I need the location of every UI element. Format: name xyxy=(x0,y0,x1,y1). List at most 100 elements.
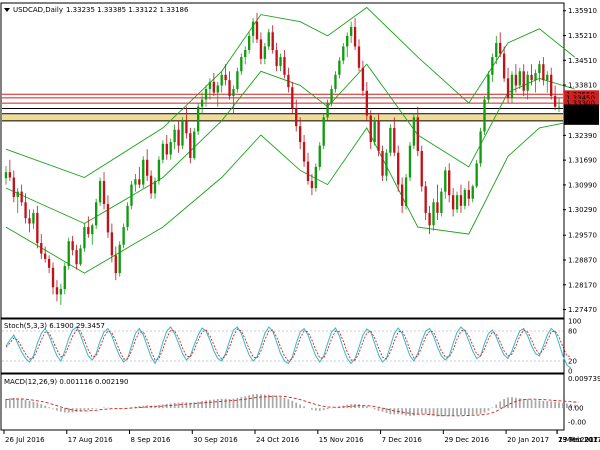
candle-body xyxy=(165,143,168,155)
candle-body xyxy=(161,143,165,160)
candle-body xyxy=(499,42,502,54)
candle-body xyxy=(244,50,247,58)
date-tick-label: 8 Sep 2016 xyxy=(131,436,171,444)
candle-body xyxy=(404,177,408,206)
date-tick-label: 15 Nov 2016 xyxy=(319,436,364,444)
horizontal-levels-layer xyxy=(2,93,563,122)
candle-body xyxy=(106,204,110,233)
candle-body xyxy=(95,202,98,226)
date-tick-label: 29 Mar 2017 xyxy=(558,436,600,444)
candle-body xyxy=(487,74,490,100)
ohlc-label: 1.33235 1.33385 1.33122 1.33186 xyxy=(66,6,189,14)
level-label: 1.33150 xyxy=(566,105,595,113)
candle-body xyxy=(138,179,141,185)
symbol-label: USDCAD,Daily xyxy=(13,6,63,14)
candle-body xyxy=(534,73,537,81)
price-tick-label: 1.28170 xyxy=(568,281,597,289)
candle-body xyxy=(475,163,478,187)
candle-body xyxy=(130,184,133,206)
level-label-box xyxy=(564,93,599,102)
candle-body xyxy=(432,202,435,226)
bollinger-upper-line xyxy=(5,6,575,178)
candle-body xyxy=(451,195,455,210)
candle-body xyxy=(495,42,498,58)
candle-body xyxy=(24,202,27,219)
candle-body xyxy=(436,202,439,213)
candle-body xyxy=(157,159,161,182)
candle-body xyxy=(440,191,443,213)
candle-body xyxy=(196,106,200,132)
candle-body xyxy=(522,71,525,91)
candle-body xyxy=(185,120,188,134)
candle-body xyxy=(389,127,392,153)
candle-body xyxy=(263,46,267,59)
candle-body xyxy=(302,142,306,162)
stoch-main-line xyxy=(5,326,572,369)
candle-body xyxy=(32,212,35,224)
macd-axis-label: 0.009739 xyxy=(568,375,600,383)
candle-body xyxy=(526,74,529,91)
candle-body xyxy=(506,78,510,98)
candle-body xyxy=(557,106,561,108)
candle-body xyxy=(428,212,431,226)
candle-body xyxy=(28,218,31,224)
candle-body xyxy=(467,189,470,199)
candle-body xyxy=(259,39,263,59)
date-tick-label: 30 Sep 2016 xyxy=(193,436,238,444)
candle-body xyxy=(189,133,192,159)
support-zone xyxy=(2,114,563,121)
date-tick-label: 24 Oct 2016 xyxy=(256,436,300,444)
macd-axis-label: 0.00 xyxy=(568,405,584,413)
stochastic-layer xyxy=(2,326,572,369)
candle-body xyxy=(314,166,318,189)
candle-body xyxy=(149,175,153,194)
candle-body xyxy=(287,74,290,88)
level-labels: 1.335501.334501.333001.331501.330001.328… xyxy=(564,90,599,125)
price-tick-label: 1.31690 xyxy=(568,157,597,165)
candle-body xyxy=(134,179,137,185)
stoch-panel-frame xyxy=(0,318,565,374)
candle-body xyxy=(448,170,451,196)
candle-body xyxy=(373,120,376,143)
candle-body xyxy=(342,46,345,61)
candle-body xyxy=(334,74,337,89)
candle-body xyxy=(542,64,545,81)
bollinger-lower-line xyxy=(5,120,575,274)
date-tick-label: 7 Mar 2017 xyxy=(558,436,598,444)
candle-body xyxy=(75,250,78,265)
candle-body xyxy=(538,64,541,74)
candle-body xyxy=(208,81,212,89)
candle-body xyxy=(8,172,12,178)
candle-body xyxy=(546,74,549,81)
candle-body xyxy=(247,35,251,51)
candle-body xyxy=(173,129,176,143)
candle-body xyxy=(102,181,106,205)
candle-body xyxy=(393,127,396,153)
candle-body xyxy=(518,71,521,86)
level-label-box xyxy=(564,104,599,113)
candle-body xyxy=(502,53,506,79)
price-axis: 1.35910 1.35210 1.34510 1.33810 1.32390 1.316… xyxy=(563,7,597,314)
price-tick-label: 1.28870 xyxy=(568,256,597,264)
candle-body xyxy=(20,191,23,203)
stoch-axis-label: 0 xyxy=(568,368,572,376)
candle-body xyxy=(295,108,298,127)
price-tick-label: 1.33810 xyxy=(568,82,597,90)
candle-body xyxy=(153,181,157,194)
candle-body xyxy=(471,186,474,199)
support-zone-layer xyxy=(2,114,563,121)
candle-body xyxy=(385,152,388,176)
macd-axis-label: -0.00 xyxy=(568,418,586,426)
collapse-triangle-icon[interactable] xyxy=(4,8,10,12)
macd-signal-line xyxy=(5,395,579,417)
macd-header: MACD(12,26,9) 0.001116 0.002190 xyxy=(4,378,128,386)
date-tick-label: 17 Aug 2016 xyxy=(68,436,113,444)
candle-body xyxy=(177,129,180,146)
candle-body xyxy=(216,85,219,93)
stoch-signal-line xyxy=(5,328,571,362)
candle-body xyxy=(491,57,494,75)
candle-body xyxy=(479,131,482,164)
candle-body xyxy=(79,248,82,265)
macd-panel-frame xyxy=(0,373,565,431)
